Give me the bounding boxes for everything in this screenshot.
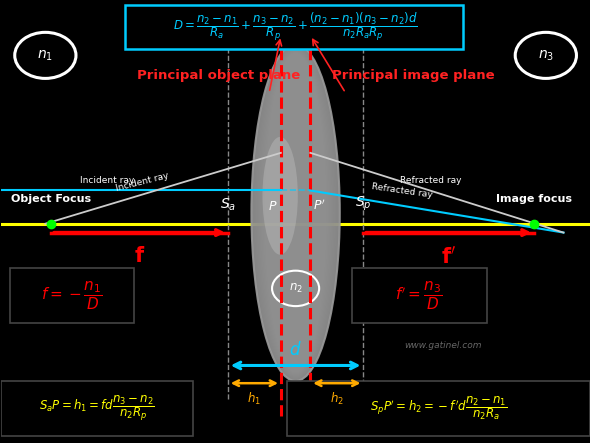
Text: $n_3$: $n_3$	[537, 48, 554, 62]
Ellipse shape	[251, 44, 340, 381]
Ellipse shape	[257, 48, 334, 377]
Text: $S_a P = h_1 = fd\dfrac{n_3 - n_2}{n_2 R_p}$: $S_a P = h_1 = fd\dfrac{n_3 - n_2}{n_2 R…	[39, 393, 155, 424]
Ellipse shape	[261, 51, 330, 375]
Text: Image focus: Image focus	[496, 194, 572, 204]
Ellipse shape	[254, 46, 337, 379]
Ellipse shape	[259, 49, 332, 376]
FancyBboxPatch shape	[10, 268, 134, 323]
Ellipse shape	[255, 47, 336, 379]
Text: Incident ray: Incident ray	[115, 171, 170, 193]
Text: $f' = \dfrac{n_3}{D}$: $f' = \dfrac{n_3}{D}$	[395, 279, 443, 312]
Ellipse shape	[264, 52, 327, 373]
Text: $S_a$: $S_a$	[220, 196, 236, 213]
Ellipse shape	[263, 137, 298, 255]
Ellipse shape	[256, 47, 335, 378]
FancyBboxPatch shape	[125, 5, 463, 49]
Text: $S_p$: $S_p$	[355, 194, 372, 213]
Text: $P'$: $P'$	[313, 198, 326, 213]
FancyBboxPatch shape	[352, 268, 487, 323]
Text: Refracted ray: Refracted ray	[371, 182, 432, 199]
Ellipse shape	[265, 53, 326, 373]
Ellipse shape	[262, 51, 329, 374]
Text: $n_2$: $n_2$	[289, 282, 303, 295]
Text: Refracted ray: Refracted ray	[400, 176, 462, 185]
Ellipse shape	[251, 44, 340, 381]
Ellipse shape	[258, 49, 333, 377]
Ellipse shape	[263, 51, 329, 374]
Text: Object Focus: Object Focus	[11, 194, 91, 204]
Text: Principal object plane: Principal object plane	[137, 69, 301, 82]
Ellipse shape	[253, 46, 338, 380]
Text: $D = \dfrac{n_2 - n_1}{R_a} + \dfrac{n_3 - n_2}{R_p} + \dfrac{(n_2-n_1)(n_3-n_2): $D = \dfrac{n_2 - n_1}{R_a} + \dfrac{n_3…	[173, 11, 418, 43]
Ellipse shape	[253, 45, 339, 381]
Text: Incident ray: Incident ray	[80, 176, 135, 185]
FancyBboxPatch shape	[287, 381, 590, 436]
Text: $P$: $P$	[268, 200, 278, 213]
Text: $n_1$: $n_1$	[37, 48, 53, 62]
Text: $\mathbf{f}$: $\mathbf{f}$	[134, 246, 145, 266]
Text: Principal image plane: Principal image plane	[332, 69, 494, 82]
Text: $S_p P' = h_2 = -f'd\dfrac{n_2 - n_1}{n_2 R_a}$: $S_p P' = h_2 = -f'd\dfrac{n_2 - n_1}{n_…	[370, 395, 507, 422]
Ellipse shape	[260, 50, 331, 376]
FancyBboxPatch shape	[1, 381, 192, 436]
Text: $\mathbf{f'}$: $\mathbf{f'}$	[441, 246, 456, 268]
Text: $d$: $d$	[289, 341, 302, 359]
Text: $h_1$: $h_1$	[247, 391, 261, 407]
Text: www.gatinel.com: www.gatinel.com	[404, 341, 481, 350]
Text: $f = -\dfrac{n_1}{D}$: $f = -\dfrac{n_1}{D}$	[41, 279, 103, 312]
Text: $h_2$: $h_2$	[330, 391, 344, 407]
